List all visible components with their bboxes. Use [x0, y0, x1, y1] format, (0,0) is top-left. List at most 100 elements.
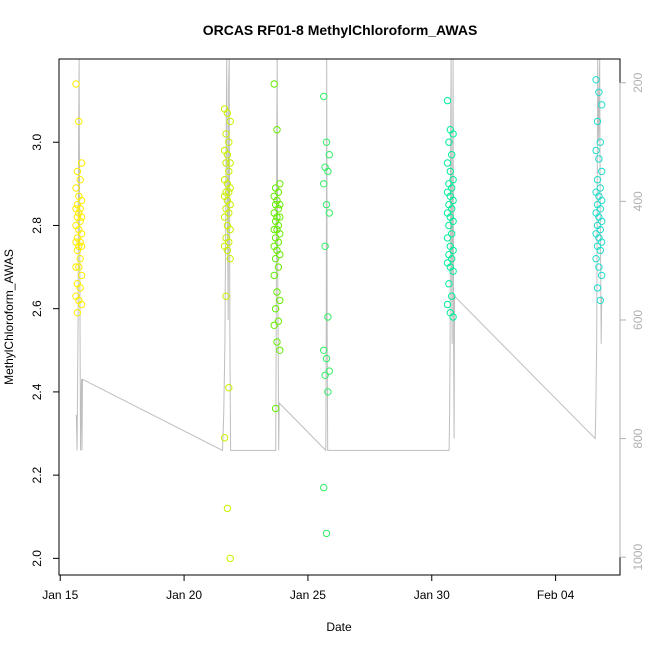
y2-tick-label: 400 — [631, 191, 645, 211]
data-point-flight-3 — [270, 321, 278, 329]
data-point-flight-3 — [270, 271, 278, 280]
data-point-flight-1 — [76, 205, 84, 213]
data-point-flight-2 — [226, 554, 234, 563]
data-point-flight-6 — [598, 271, 606, 280]
data-point-flight-1 — [77, 242, 86, 251]
data-point-flight-5 — [448, 151, 456, 159]
data-point-flight-5 — [448, 184, 456, 192]
data-point-flight-5 — [443, 300, 452, 309]
x-tick-label: Jan 20 — [166, 588, 202, 602]
data-point-flight-1 — [77, 213, 86, 221]
data-point-flight-3 — [274, 263, 283, 271]
data-point-flight-5 — [448, 292, 456, 300]
data-point-flight-4 — [321, 371, 329, 379]
data-point-flight-3 — [276, 346, 284, 354]
data-point-flight-2 — [220, 434, 229, 442]
y-tick-label: 2.2 — [30, 466, 44, 483]
data-point-flight-2 — [223, 109, 232, 117]
x-tick-label: Feb 04 — [537, 588, 575, 602]
pressure-track-layer — [75, 58, 603, 452]
y2-tick-label: 1000 — [631, 544, 645, 571]
y-tick-label: 2.4 — [30, 383, 44, 400]
data-point-flight-1 — [72, 80, 80, 88]
data-point-flight-3 — [273, 338, 281, 346]
data-point-flight-5 — [445, 221, 453, 230]
data-point-flight-3 — [274, 205, 283, 213]
data-point-flight-5 — [443, 234, 452, 242]
data-point-flight-5 — [448, 255, 456, 263]
data-point-flight-6 — [596, 296, 604, 305]
data-point-flight-2 — [225, 209, 233, 217]
data-point-flight-6 — [598, 167, 606, 176]
data-point-flight-5 — [449, 267, 457, 275]
data-point-flight-6 — [595, 155, 603, 163]
data-point-flight-4 — [320, 346, 328, 354]
data-point-flight-2 — [222, 159, 230, 167]
data-point-flight-1 — [73, 167, 82, 176]
data-point-flight-5 — [443, 96, 452, 105]
data-point-flight-2 — [223, 151, 232, 159]
data-point-flight-5 — [448, 205, 456, 213]
data-point-flight-6 — [598, 101, 606, 109]
data-point-flight-3 — [276, 250, 284, 259]
data-point-flight-6 — [592, 146, 600, 155]
data-point-flight-5 — [443, 159, 452, 167]
data-point-flight-2 — [225, 238, 233, 246]
data-point-flight-1 — [73, 246, 82, 255]
data-point-flight-6 — [598, 238, 606, 246]
data-point-flight-1 — [77, 159, 86, 167]
data-point-flight-2 — [226, 225, 234, 234]
data-point-flight-3 — [274, 188, 283, 196]
y-axis: 2.0 2.2 2.4 2.6 2.8 3.0 — [30, 134, 60, 567]
data-point-flight-3 — [274, 221, 283, 230]
x-axis: Jan 15 Jan 20 Jan 25 Jan 30 Feb 04 — [42, 574, 575, 602]
x-tick-label: Jan 30 — [414, 588, 450, 602]
data-point-flight-5 — [449, 130, 457, 138]
y-tick-label: 3.0 — [30, 134, 44, 151]
data-point-flight-5 — [445, 280, 453, 288]
data-point-flight-6 — [596, 225, 604, 234]
y-tick-label: 2.8 — [30, 217, 44, 234]
data-point-flight-4 — [320, 92, 328, 101]
data-point-flight-2 — [225, 384, 233, 392]
x-tick-label: Jan 25 — [290, 588, 326, 602]
data-point-flight-1 — [75, 242, 83, 251]
data-point-flight-3 — [271, 255, 280, 263]
data-point-flight-1 — [76, 217, 84, 226]
data-point-flight-2 — [226, 200, 234, 209]
data-point-flight-4 — [322, 354, 331, 363]
data-point-flight-1 — [75, 263, 83, 271]
data-point-flight-3 — [274, 238, 283, 246]
data-point-flight-1 — [72, 263, 80, 271]
data-point-flight-2 — [226, 184, 234, 192]
data-point-flight-2 — [223, 246, 232, 255]
data-point-flight-4 — [325, 151, 333, 159]
data-point-flight-5 — [449, 246, 457, 255]
data-point-flight-4 — [320, 483, 328, 492]
data-point-flight-4 — [322, 138, 331, 146]
data-point-flight-1 — [76, 238, 84, 246]
data-point-flight-2 — [225, 138, 233, 146]
data-point-flight-5 — [449, 313, 457, 321]
chart-title: ORCAS RF01-8 MethylChloroform_AWAS — [203, 22, 478, 38]
data-point-flight-2 — [223, 504, 232, 513]
data-point-flight-3 — [276, 213, 284, 221]
data-point-flight-2 — [222, 130, 230, 138]
data-point-flight-2 — [225, 167, 233, 176]
y2-axis: 200 400 600 800 1000 — [619, 72, 645, 571]
data-point-flight-6 — [596, 138, 604, 146]
data-point-flight-3 — [273, 288, 281, 296]
plot-frame — [58, 58, 621, 576]
data-point-flight-2 — [226, 255, 234, 263]
y-axis-label: MethylChloroform_AWAS — [2, 249, 16, 385]
data-point-flight-2 — [220, 213, 229, 221]
data-point-flight-6 — [593, 117, 602, 126]
data-point-flight-5 — [446, 167, 454, 176]
data-point-flight-1 — [77, 230, 86, 238]
x-tick-label: Jan 15 — [42, 588, 78, 602]
data-point-flight-6 — [598, 217, 606, 226]
data-point-flight-6 — [595, 88, 603, 97]
data-point-flight-6 — [593, 176, 602, 184]
data-point-flight-1 — [75, 117, 83, 126]
